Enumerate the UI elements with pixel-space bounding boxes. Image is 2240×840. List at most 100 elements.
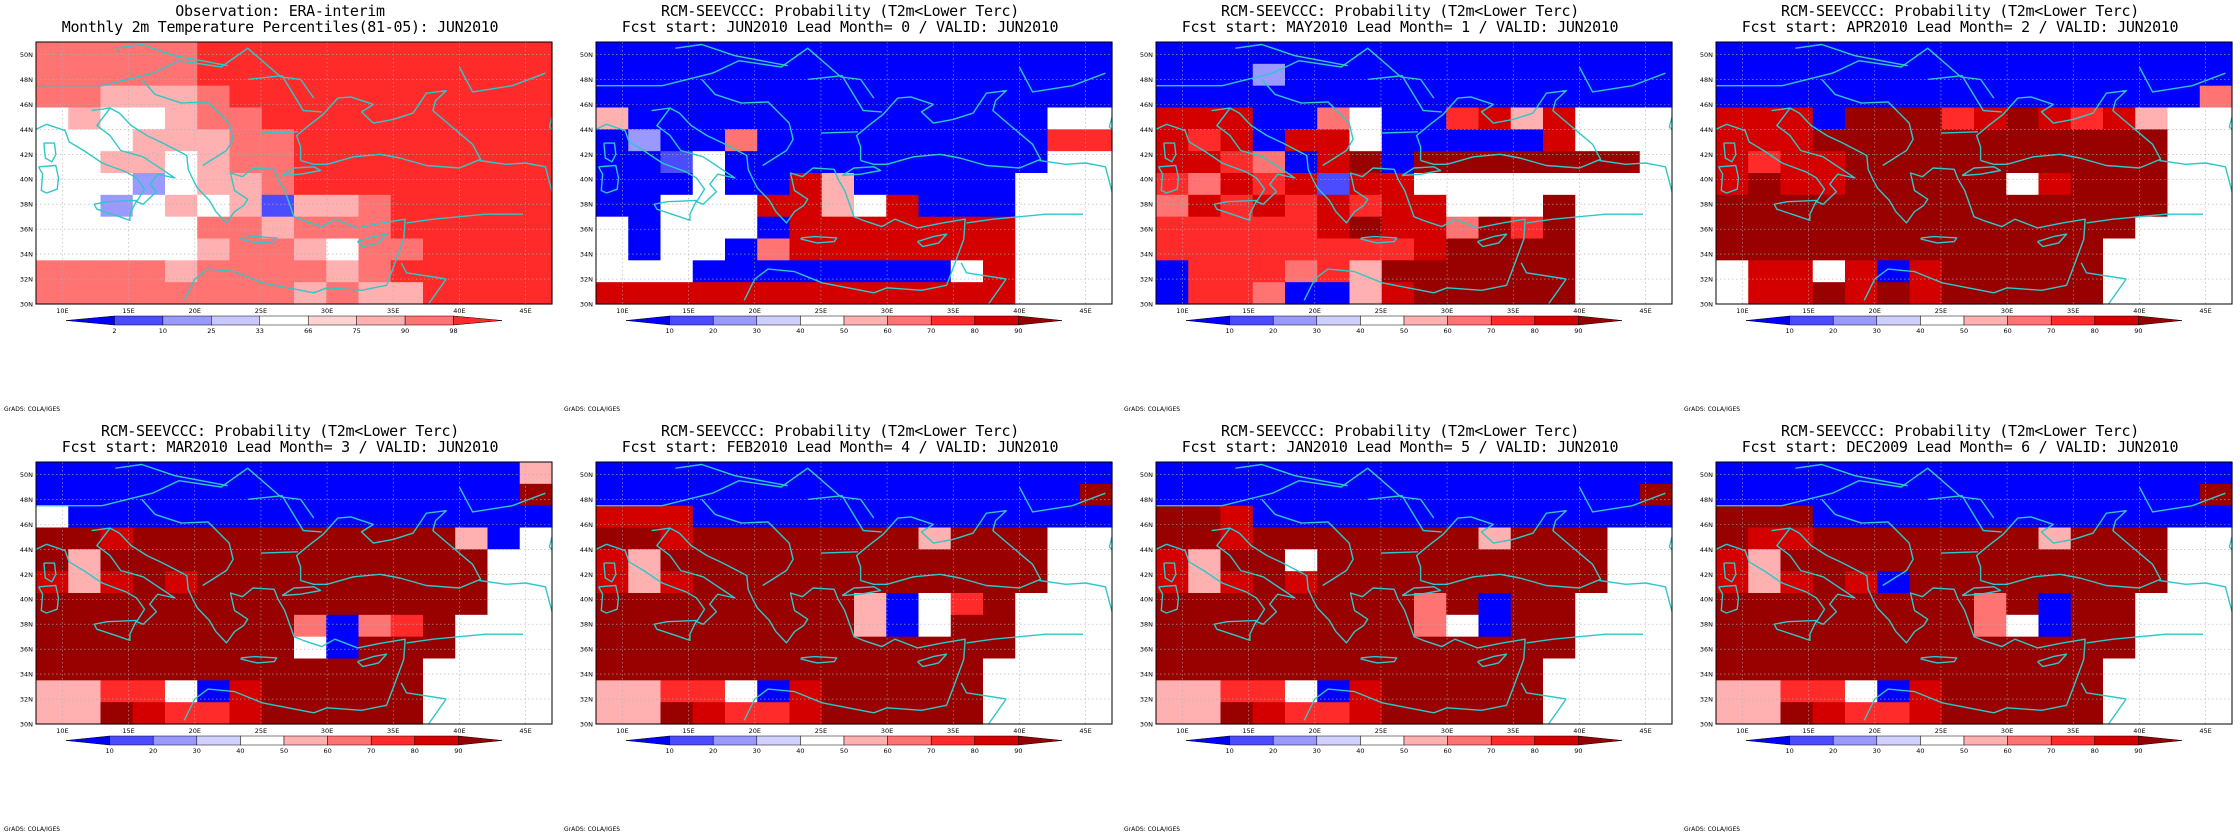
colorbar-label: 40 xyxy=(236,747,244,755)
grid-cell xyxy=(1510,260,1544,283)
grid-cell xyxy=(2135,107,2169,130)
grid-cell xyxy=(423,702,456,725)
coastline xyxy=(1723,562,1737,583)
grid-cell xyxy=(2135,129,2169,152)
grid-cell xyxy=(1079,238,1113,261)
grid-cell xyxy=(68,680,102,703)
grid-cell xyxy=(1748,593,1782,616)
grid-cell xyxy=(1188,462,1222,485)
grid-cell xyxy=(1639,85,1673,109)
grid-cell xyxy=(1317,614,1351,638)
grid-cell xyxy=(68,462,102,485)
grid-cell xyxy=(1317,658,1351,681)
coastline xyxy=(1360,655,1398,664)
grid-cell xyxy=(789,549,823,572)
grid-cell xyxy=(854,636,887,660)
grid-cell xyxy=(1780,658,1814,681)
grid-cell xyxy=(1446,636,1480,660)
grid-cell xyxy=(1748,282,1782,305)
lat-tick-label: 42N xyxy=(1140,151,1153,159)
lon-tick-label: 10E xyxy=(616,727,628,735)
lat-tick-label: 36N xyxy=(1140,226,1153,234)
grid-cell xyxy=(1478,129,1512,152)
grid-cell xyxy=(789,63,823,87)
grid-cell xyxy=(1317,216,1351,240)
grid-cell xyxy=(1607,614,1641,638)
grid-cell xyxy=(692,63,726,87)
grid-cell xyxy=(68,282,102,305)
grid-cell xyxy=(2103,107,2136,130)
grid-cell xyxy=(2199,238,2233,261)
grid-cell xyxy=(36,483,69,507)
grid-cell xyxy=(1478,63,1512,87)
grid-cell xyxy=(1252,85,1286,109)
colorbar-swatch xyxy=(1963,735,2008,746)
grid-cell xyxy=(1543,549,1576,572)
grid-cell xyxy=(2167,462,2201,485)
grid-cell xyxy=(1941,260,1975,283)
grid-cell xyxy=(1285,680,1318,703)
grid-cell xyxy=(821,636,855,660)
grid-cell xyxy=(1188,260,1222,283)
grid-cell xyxy=(455,549,489,572)
grid-cell xyxy=(261,151,295,174)
grid-cell xyxy=(1317,680,1351,703)
grid-cell xyxy=(1845,549,1878,572)
grid-cell xyxy=(1188,658,1222,681)
grid-cell xyxy=(1156,527,1189,550)
grid-cell xyxy=(100,593,134,616)
panel-lead-0: RCM-SEEVCCC: Probability (T2m<Lower Terc… xyxy=(560,0,1120,420)
coastline xyxy=(1821,498,1914,587)
grid-cell xyxy=(1639,593,1673,616)
grid-cell xyxy=(1716,462,1749,485)
colorbar-label: 66 xyxy=(304,327,312,335)
grid-cell xyxy=(294,680,327,703)
grid-cell xyxy=(1845,151,1878,174)
grid-cell xyxy=(1909,658,1943,681)
colorbar: 10 20 30 40 50 60 70 80 90 xyxy=(1745,735,2183,755)
grid-cell xyxy=(261,614,295,638)
grid-cell xyxy=(1317,63,1351,87)
grid-cell xyxy=(692,658,726,681)
grid-cell xyxy=(1607,260,1641,283)
panel-title: RCM-SEEVCCC: Probability (T2m<Lower Terc… xyxy=(1781,2,2139,20)
grid-cell xyxy=(1156,702,1189,725)
colorbar-label: 50 xyxy=(1400,747,1408,755)
grid-cell xyxy=(596,260,629,283)
coastline xyxy=(841,586,882,597)
grid-cell xyxy=(1716,42,1749,65)
colorbar-label: 40 xyxy=(1916,327,1924,335)
grid-cell xyxy=(197,42,231,65)
lat-tick-label: 44N xyxy=(1140,126,1153,134)
coastlines xyxy=(1716,43,2232,304)
grid-cell xyxy=(757,658,791,681)
coastline xyxy=(36,527,176,625)
grid-cell xyxy=(1812,527,1846,550)
grid-cell xyxy=(132,658,166,681)
grid-cell xyxy=(660,238,694,261)
lat-tick-label: 36N xyxy=(20,226,33,234)
grid-cell xyxy=(1381,462,1415,485)
grid-cell xyxy=(1607,282,1641,305)
grid-cell xyxy=(36,505,69,529)
grid-cell xyxy=(821,216,855,240)
grid-cell xyxy=(2038,85,2072,109)
grid-cell xyxy=(197,129,231,152)
grid-cell xyxy=(1414,483,1447,507)
grid-cell xyxy=(358,680,392,703)
grid-cell xyxy=(1812,462,1846,485)
grid-cell xyxy=(487,282,521,305)
grid-cell xyxy=(789,85,823,109)
coastline xyxy=(93,619,138,642)
grid-cell xyxy=(132,238,166,261)
grid-cell xyxy=(1974,63,2007,87)
colorbar-swatch xyxy=(930,735,976,746)
grid-cell xyxy=(36,129,69,152)
colorbar-label: 60 xyxy=(883,327,891,335)
grid-cell xyxy=(1510,680,1544,703)
grid-cell xyxy=(229,658,263,681)
grid-cell xyxy=(1607,42,1641,65)
coastline xyxy=(1018,66,1106,93)
grid-cell xyxy=(918,593,952,616)
grid-cell xyxy=(1220,593,1254,616)
